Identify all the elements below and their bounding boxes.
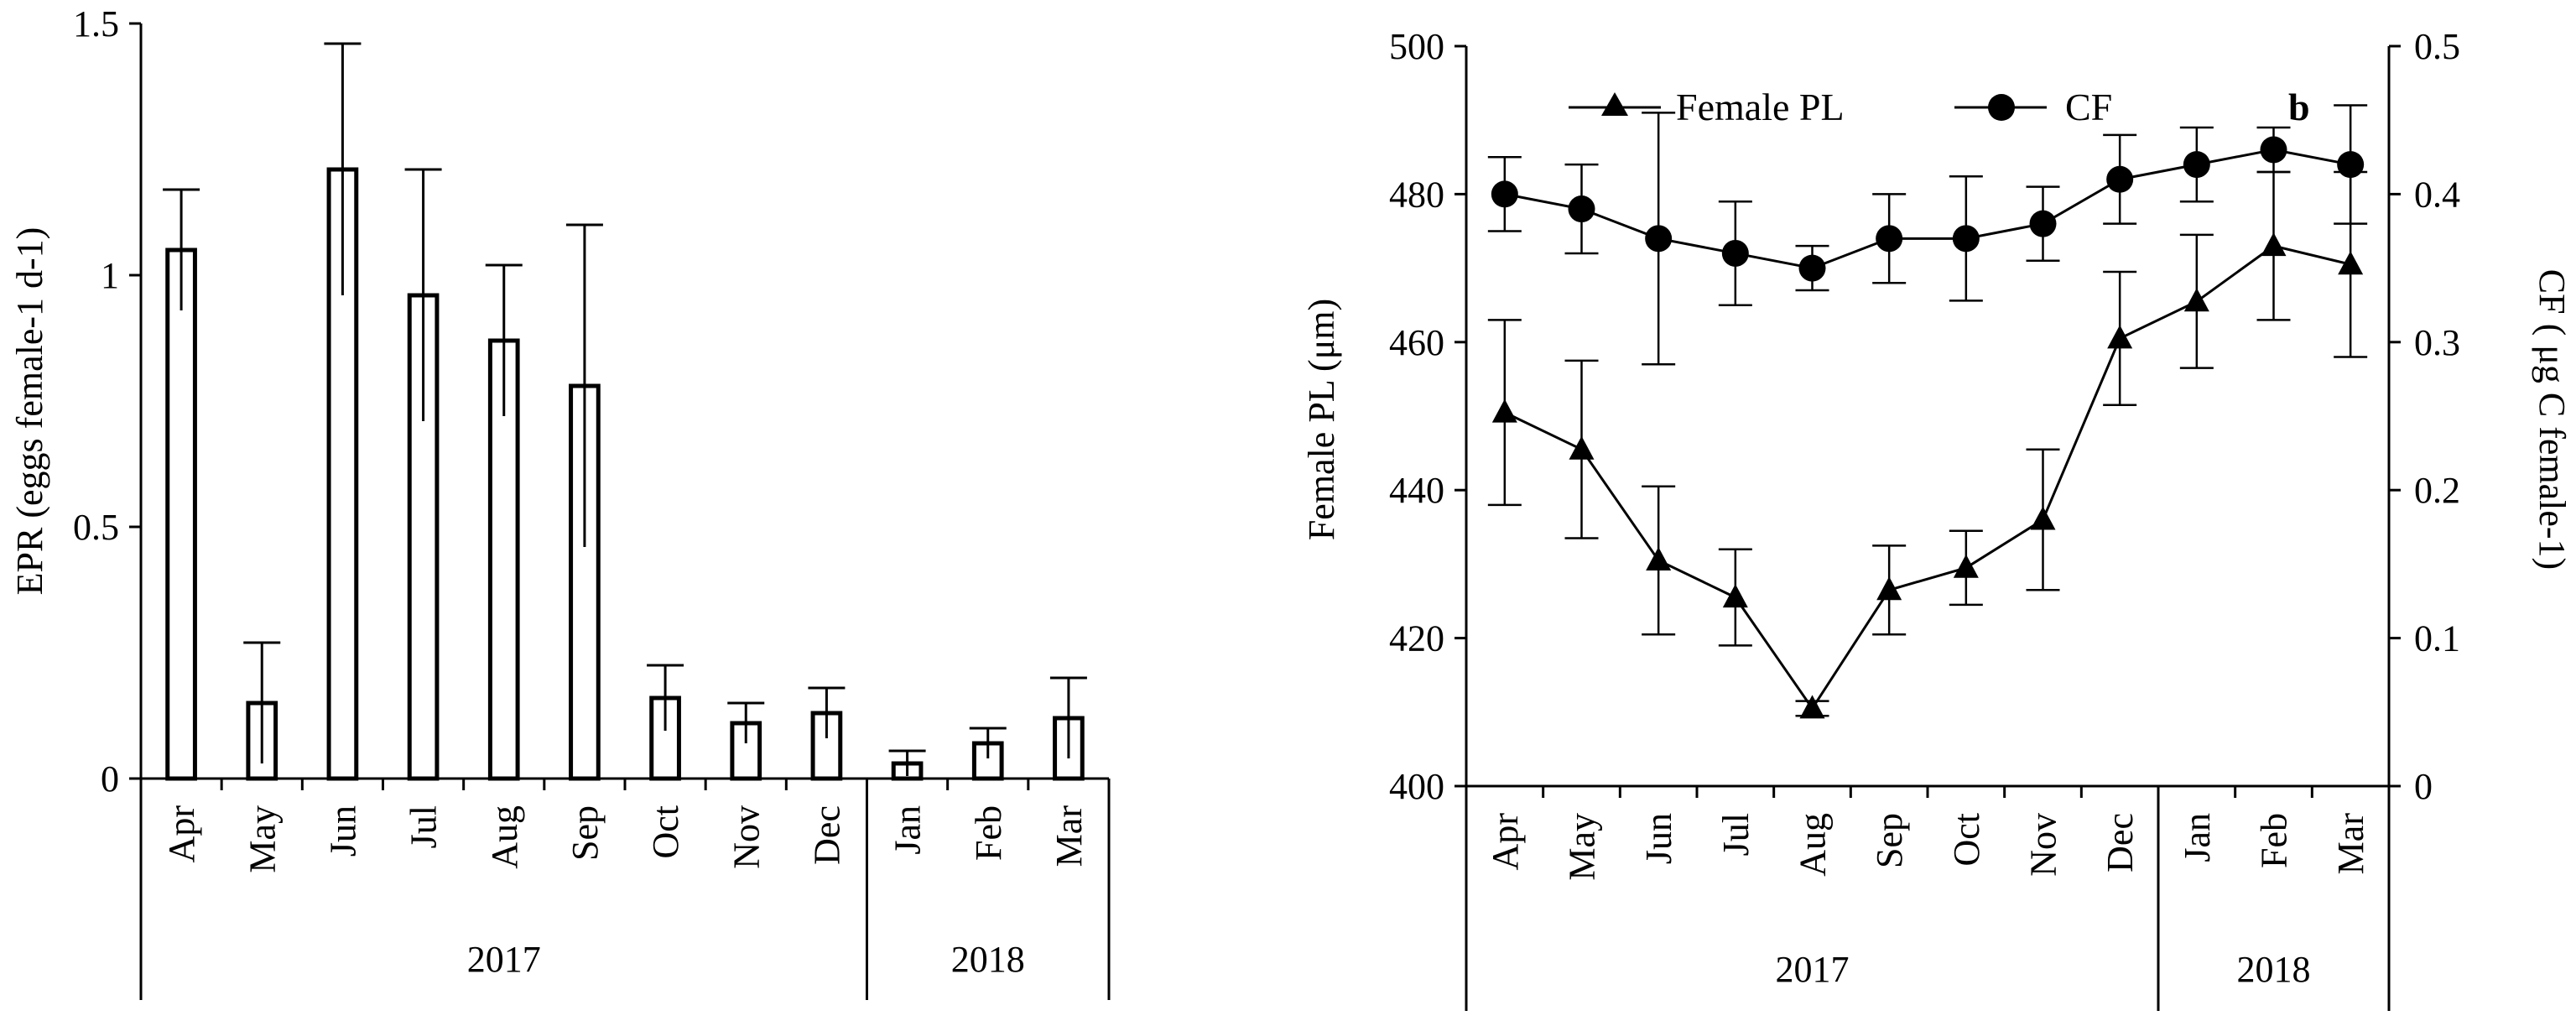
pl-y-axis-label: Female PL (μm): [1301, 299, 1342, 540]
pl-cf-month-label: Jun: [1638, 813, 1679, 864]
pl-y-tick-label: 500: [1389, 26, 1444, 67]
female-pl-series-line: [1504, 244, 2351, 711]
female-pl-point: [2261, 232, 2287, 257]
epr-bars: [165, 167, 1085, 781]
legend-female-pl-label: Female PL: [1676, 86, 1845, 128]
cf-point: [1645, 225, 1673, 253]
pl-cf-month-label: Aug: [1793, 813, 1834, 877]
epr-month-label: Nov: [726, 805, 767, 869]
cf-point: [1952, 225, 1980, 253]
annotation-b: b: [2288, 86, 2310, 128]
cf-point: [2029, 210, 2057, 237]
pl-cf-month-label: Apr: [1485, 813, 1526, 871]
epr-month-label: Apr: [161, 805, 202, 863]
legend: Female PL CF: [1569, 86, 2112, 128]
epr-month-label: Oct: [645, 805, 686, 859]
legend-cf-label: CF: [2065, 86, 2112, 128]
pl-cf-month-label: Mar: [2330, 813, 2371, 875]
pl-cf-axes: [1465, 46, 2391, 1011]
pl-y-tick-label: 420: [1389, 618, 1444, 659]
pl-cf-lines: [1504, 148, 2351, 711]
female-pl-point: [1491, 399, 1517, 423]
pl-y-tick-label: 440: [1389, 470, 1444, 511]
epr-month-label: Dec: [806, 805, 847, 865]
epr-axes: [139, 23, 1111, 1000]
pl-cf-month-label: Dec: [2100, 813, 2141, 873]
epr-month-label: Aug: [484, 805, 525, 869]
cf-point: [2183, 151, 2210, 179]
cf-y-tick-label: 0.3: [2414, 322, 2460, 363]
female-pl-point: [1722, 584, 1748, 608]
epr-year-labels: 2017 2018: [467, 939, 1025, 980]
epr-y-tick-label: 0: [101, 758, 119, 800]
pl-cf-month-label: May: [1562, 813, 1603, 881]
cf-point: [2106, 165, 2134, 193]
epr-month-label: Jun: [322, 805, 363, 857]
cf-y-tick-label: 0.1: [2414, 618, 2460, 659]
female-pl-point: [2338, 251, 2364, 275]
cf-point: [1798, 254, 1826, 282]
female-pl-point: [1646, 546, 1672, 570]
pl-cf-line-chart: 400 420 440 460 480 500 0 0.1 0.2 0.3 0.4 0.5 Apr M…: [1301, 26, 2573, 1011]
pl-cf-month-label: Jul: [1715, 813, 1756, 856]
epr-year-label: 2017: [467, 939, 541, 980]
epr-bar: [165, 247, 197, 781]
legend-cf-marker: [1988, 94, 2015, 121]
pl-y-ticks: 400 420 440 460 480 500: [1389, 26, 1466, 807]
epr-month-label: Feb: [968, 805, 1009, 861]
pl-y-tick-label: 460: [1389, 322, 1444, 363]
female-pl-point: [1799, 695, 1825, 719]
pl-cf-error-bars: [1487, 104, 2368, 717]
epr-month-label: May: [242, 805, 283, 873]
epr-month-label: Sep: [565, 805, 606, 861]
cf-point: [1568, 195, 1595, 223]
female-pl-point: [2183, 288, 2209, 312]
legend-female-pl-marker: [1601, 92, 1628, 116]
pl-cf-month-label: Sep: [1869, 813, 1910, 868]
cf-y-tick-label: 0.5: [2414, 26, 2460, 67]
pl-cf-year-labels: 2017 2018: [1776, 949, 2311, 990]
epr-y-tick-label: 1: [101, 255, 119, 296]
epr-bar-chart: 0 0.5 1 1.5 Apr May Jun Jul Aug Sep Oct Nov Dec Jan F…: [9, 3, 1111, 1000]
cf-point: [1876, 225, 1903, 253]
pl-cf-year-label: 2017: [1776, 949, 1850, 990]
epr-month-label: Jul: [403, 805, 445, 848]
pl-cf-month-label: Oct: [1946, 813, 1987, 867]
cf-point: [1721, 239, 1749, 267]
cf-point: [1491, 180, 1518, 208]
pl-y-tick-label: 400: [1389, 766, 1444, 807]
cf-y-axis-label: CF ( μg C female-1): [2532, 269, 2573, 570]
pl-cf-month-labels: Apr May Jun Jul Aug Sep Oct Nov Dec Jan Feb Mar: [1485, 813, 2371, 881]
epr-month-label: Mar: [1049, 805, 1090, 867]
cf-y-tick-label: 0: [2414, 766, 2433, 807]
female-pl-point: [1953, 554, 1979, 578]
epr-y-ticks: 0 0.5 1 1.5: [73, 3, 141, 800]
pl-cf-month-label: Jan: [2177, 813, 2218, 862]
epr-error-bars: [163, 42, 1087, 776]
epr-y-tick-label: 0.5: [73, 507, 119, 548]
pl-cf-markers: [1491, 136, 2365, 719]
cf-y-ticks: 0 0.1 0.2 0.3 0.4 0.5: [2389, 26, 2460, 807]
female-pl-point: [2030, 506, 2056, 530]
epr-y-axis-label: EPR (eggs female-1 d-1): [9, 227, 50, 596]
cf-series-line: [1504, 148, 2351, 270]
epr-y-tick-label: 1.5: [73, 3, 119, 44]
epr-year-label: 2018: [951, 939, 1025, 980]
female-pl-point: [1569, 435, 1595, 460]
cf-y-tick-label: 0.2: [2414, 470, 2460, 511]
epr-month-label: Jan: [887, 805, 929, 855]
epr-month-labels: Apr May Jun Jul Aug Sep Oct Nov Dec Jan Feb Mar: [161, 805, 1090, 873]
cf-point: [2260, 136, 2287, 164]
pl-cf-year-label: 2018: [2237, 949, 2311, 990]
epr-bar: [649, 695, 681, 781]
cf-point: [2337, 151, 2365, 179]
cf-y-tick-label: 0.4: [2414, 174, 2460, 215]
female-pl-point: [2107, 325, 2133, 349]
pl-cf-month-label: Feb: [2254, 813, 2295, 868]
pl-y-tick-label: 480: [1389, 174, 1444, 215]
pl-cf-month-label: Nov: [2023, 813, 2064, 877]
female-pl-point: [1876, 576, 1902, 601]
